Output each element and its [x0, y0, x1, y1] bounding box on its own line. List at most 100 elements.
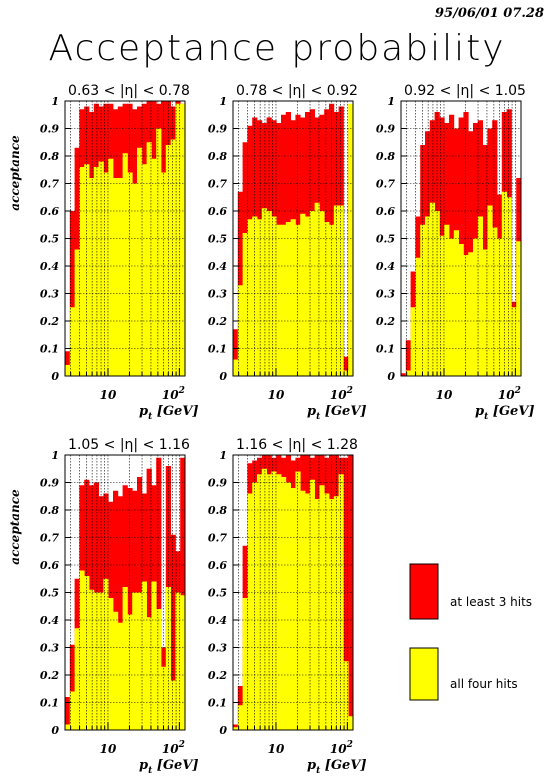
bar-four-hits: [132, 592, 138, 730]
bar-four-hits: [242, 598, 248, 730]
bar-four-hits: [511, 307, 517, 376]
y-tick-label: 0.4: [208, 260, 227, 273]
bar-four-hits: [93, 592, 99, 730]
y-tick-label: 1: [219, 449, 227, 462]
y-tick-label: 0.7: [40, 532, 59, 545]
y-tick-label: 0.3: [376, 288, 395, 301]
bar-four-hits: [314, 202, 320, 376]
bar-four-hits: [324, 222, 330, 376]
chart-panel-3: 0 0.1 0.2 0.3 0.4 0.5 0.6 0.7 0.8 0.9 1 10 102 pt [Ge…: [376, 83, 535, 422]
bar-four-hits: [74, 249, 80, 376]
x-axis-label: pt [GeV]: [307, 758, 367, 776]
legend-label-four-hits: all four hits: [450, 677, 518, 691]
bar-three-hits: [233, 329, 239, 376]
y-tick-label: 0: [51, 370, 59, 383]
legend: at least 3 hits all four hits: [409, 563, 532, 701]
bar-four-hits: [473, 238, 479, 376]
y-tick-label: 0.6: [376, 205, 395, 218]
bar-four-hits: [290, 219, 296, 376]
bar-four-hits: [449, 238, 455, 376]
bar-four-hits: [482, 249, 488, 376]
bar-four-hits: [343, 370, 349, 376]
bar-four-hits: [319, 485, 325, 730]
bar-four-hits: [290, 488, 296, 730]
y-tick-label: 0.4: [40, 260, 59, 273]
x-tick-label: 10: [436, 388, 453, 402]
bar-four-hits: [93, 167, 99, 376]
bar-four-hits: [113, 178, 119, 376]
bar-four-hits: [132, 183, 138, 376]
bar-four-hits: [122, 153, 128, 376]
bar-four-hits: [477, 216, 483, 376]
bar-four-hits: [117, 178, 123, 376]
bar-four-hits: [127, 172, 133, 376]
y-tick-label: 0: [387, 370, 395, 383]
bar-four-hits: [506, 197, 512, 376]
y-axis-label: acceptance: [8, 489, 22, 565]
bar-four-hits: [338, 205, 344, 376]
bar-four-hits: [170, 139, 176, 376]
y-tick-label: 0.8: [40, 504, 59, 517]
y-tick-label: 0.5: [208, 233, 227, 246]
bar-four-hits: [237, 285, 243, 376]
y-tick-label: 0.7: [208, 532, 227, 545]
y-tick-label: 0.1: [40, 697, 59, 710]
bar-four-hits: [276, 224, 282, 376]
y-axis-label: acceptance: [8, 135, 22, 211]
y-tick-label: 0.5: [376, 233, 395, 246]
bar-four-hits: [170, 680, 176, 730]
y-tick-label: 0.9: [40, 123, 59, 136]
y-tick-label: 0.8: [40, 150, 59, 163]
bar-four-hits: [252, 216, 258, 376]
panel-title: 1.05 < |η| < 1.16: [68, 437, 190, 453]
bar-four-hits: [65, 365, 71, 376]
y-tick-label: 0: [51, 724, 59, 737]
bar-three-hits: [127, 488, 133, 730]
y-tick-label: 0.3: [40, 288, 59, 301]
bar-four-hits: [281, 477, 287, 730]
bar-four-hits: [333, 496, 339, 730]
y-tick-label: 0.6: [40, 205, 59, 218]
bar-four-hits: [309, 479, 315, 730]
bar-four-hits: [492, 227, 498, 376]
y-tick-label: 0.6: [208, 205, 227, 218]
bar-four-hits: [175, 103, 181, 376]
y-tick-label: 0.5: [40, 233, 59, 246]
bar-four-hits: [175, 592, 181, 730]
bar-three-hits: [117, 496, 123, 730]
y-tick-label: 0.1: [208, 343, 227, 356]
bar-four-hits: [161, 172, 167, 376]
bar-four-hits: [516, 241, 522, 376]
bar-three-hits: [180, 457, 186, 730]
bar-three-hits: [343, 356, 349, 376]
y-tick-label: 0.8: [208, 150, 227, 163]
bar-four-hits: [285, 222, 291, 376]
bar-four-hits: [319, 211, 325, 376]
bar-four-hits: [233, 359, 239, 376]
bar-four-hits: [108, 598, 114, 730]
bar-four-hits: [439, 235, 445, 376]
bar-four-hits: [237, 705, 243, 730]
x-tick-label: 102: [162, 740, 185, 756]
bar-four-hits: [261, 208, 267, 376]
bar-three-hits: [170, 534, 176, 730]
x-tick-label: 10: [268, 388, 285, 402]
bar-four-hits: [295, 471, 301, 730]
legend-swatch-three-hits: [409, 563, 439, 620]
panel-title: 0.78 < |η| < 0.92: [236, 83, 358, 99]
bar-four-hits: [242, 233, 248, 376]
bar-three-hits: [237, 191, 243, 376]
y-tick-label: 0.2: [40, 669, 59, 682]
bar-four-hits: [343, 661, 349, 730]
x-axis-label: pt [GeV]: [139, 404, 199, 422]
bar-four-hits: [69, 691, 75, 730]
bar-four-hits: [271, 216, 277, 376]
bar-four-hits: [295, 224, 301, 376]
bar-four-hits: [348, 103, 354, 376]
bar-four-hits: [338, 474, 344, 730]
bar-four-hits: [276, 474, 282, 730]
bar-four-hits: [180, 595, 186, 730]
bar-four-hits: [141, 581, 147, 730]
y-tick-label: 0.9: [208, 477, 227, 490]
